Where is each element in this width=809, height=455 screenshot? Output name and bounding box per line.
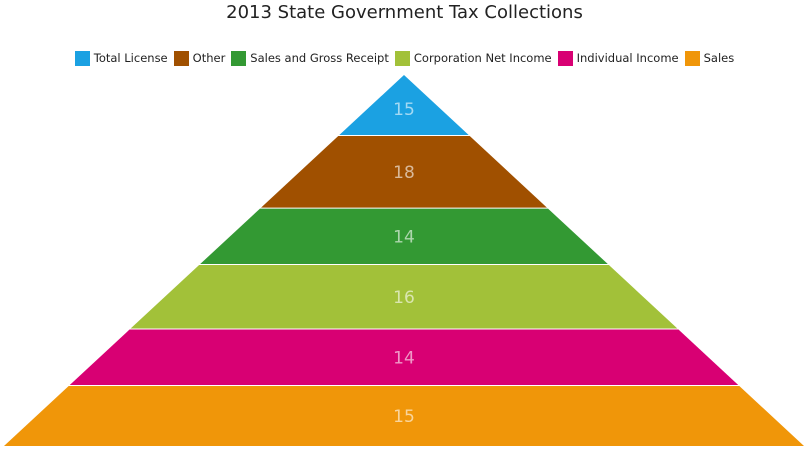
pyramid-slice-6[interactable]: [4, 386, 804, 446]
legend: Total License Other Sales and Gross Rece…: [0, 48, 809, 68]
legend-swatch: [173, 50, 189, 66]
legend-label: Individual Income: [576, 51, 679, 65]
legend-item-sales[interactable]: Sales: [684, 50, 735, 66]
slice-value-label: 16: [393, 288, 415, 308]
legend-swatch: [557, 50, 573, 66]
legend-item-other[interactable]: Other: [173, 50, 226, 66]
legend-label: Total License: [93, 51, 168, 65]
legend-swatch: [74, 50, 90, 66]
legend-item-corporation-net-income[interactable]: Corporation Net Income: [394, 50, 552, 66]
pyramid-slice-5[interactable]: [69, 329, 739, 386]
legend-label: Sales and Gross Receipt: [250, 51, 389, 65]
slice-value-label: 14: [393, 348, 415, 368]
slice-value-label: 14: [393, 227, 415, 247]
legend-label: Corporation Net Income: [413, 51, 552, 65]
pyramid-slice-3[interactable]: [200, 208, 608, 265]
pyramid-slice-2[interactable]: [261, 135, 547, 208]
legend-item-total-license[interactable]: Total License: [74, 50, 168, 66]
pyramid-slice-1[interactable]: [339, 75, 469, 135]
slice-value-label: 15: [393, 100, 415, 120]
legend-item-sales-and-gross-receipt[interactable]: Sales and Gross Receipt: [231, 50, 389, 66]
pyramid-slice-4[interactable]: [130, 265, 678, 329]
slice-value-label: 18: [393, 163, 415, 183]
legend-label: Other: [192, 51, 226, 65]
legend-swatch: [231, 50, 247, 66]
slice-value-label: 15: [393, 407, 415, 427]
legend-item-individual-income[interactable]: Individual Income: [557, 50, 679, 66]
legend-swatch: [684, 50, 700, 66]
legend-swatch: [394, 50, 410, 66]
legend-label: Sales: [703, 51, 735, 65]
chart-title: 2013 State Government Tax Collections: [226, 2, 583, 23]
